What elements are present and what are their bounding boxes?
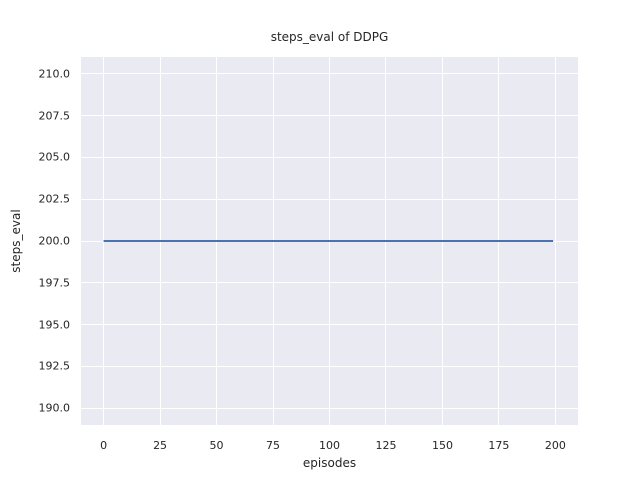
x-tick-label: 125 [375, 439, 397, 452]
gridline-horizontal [81, 156, 578, 158]
x-tick-label: 0 [100, 439, 108, 452]
y-tick-label: 210.0 [38, 67, 71, 81]
gridline-horizontal [81, 282, 578, 284]
y-tick-label: 202.5 [38, 192, 71, 206]
x-tick-label: 175 [488, 439, 510, 452]
gridline-horizontal [81, 365, 578, 367]
x-tick-label: 75 [266, 439, 281, 452]
x-axis-label: episodes [302, 456, 357, 470]
y-tick-label: 205.0 [38, 150, 71, 164]
plot-area [81, 57, 578, 425]
x-tick-label: 25 [153, 439, 168, 452]
x-tick-label: 50 [209, 439, 224, 452]
y-tick-label: 190.0 [38, 401, 71, 415]
y-tick-label: 207.5 [38, 109, 71, 123]
y-tick-label: 192.5 [38, 359, 71, 373]
y-tick-label: 200.0 [38, 234, 71, 248]
gridline-horizontal [81, 324, 578, 326]
y-tick-label: 195.0 [38, 318, 71, 332]
chart-title: steps_eval of DDPG [270, 30, 389, 44]
data-series-svg [103, 240, 554, 242]
x-tick-label: 100 [319, 439, 340, 452]
gridline-horizontal [81, 198, 578, 200]
x-tick-label: 200 [544, 439, 566, 452]
x-tick-label: 150 [431, 439, 453, 452]
y-axis-label: steps_eval [9, 209, 23, 273]
gridline-horizontal [81, 73, 578, 75]
y-tick-label: 197.5 [38, 276, 71, 290]
gridline-horizontal [81, 115, 578, 117]
gridline-horizontal [81, 407, 578, 409]
